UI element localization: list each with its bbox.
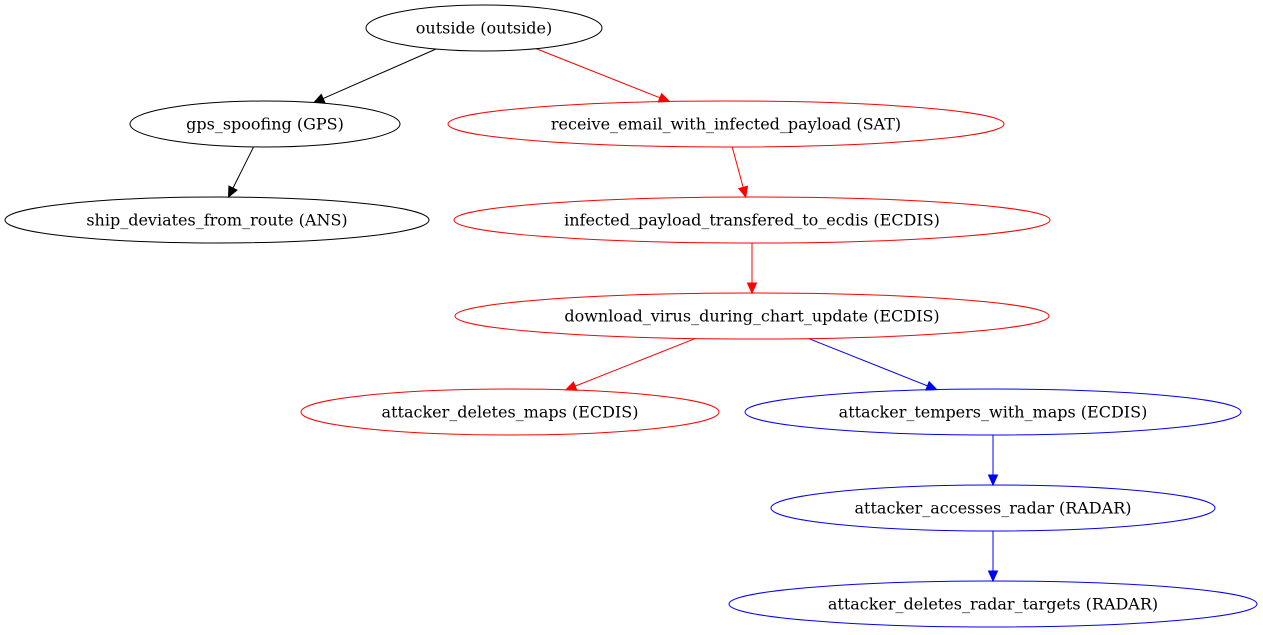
node-ellipse — [365, 4, 603, 52]
node-ellipse — [129, 100, 401, 148]
node-ellipse — [728, 580, 1258, 628]
arrowhead — [987, 570, 999, 583]
arrowhead — [737, 185, 749, 199]
arrowhead — [657, 92, 671, 103]
node-tempers_maps: attacker_tempers_with_maps (ECDIS) — [744, 388, 1242, 436]
arrowhead — [987, 474, 999, 487]
node-infected_payload: infected_payload_transfered_to_ecdis (EC… — [453, 196, 1051, 244]
node-ellipse — [770, 484, 1216, 532]
arrowhead — [564, 381, 578, 391]
edge-download_virus-to-tempers_maps — [808, 338, 938, 391]
edge-outside-to-receive_email — [535, 48, 671, 103]
node-label: attacker_accesses_radar (RADAR) — [855, 499, 1132, 518]
edge-line — [535, 48, 661, 99]
node-label: attacker_tempers_with_maps (ECDIS) — [839, 403, 1148, 422]
edge-receive_email-to-infected_payload — [731, 146, 749, 199]
edge-download_virus-to-deletes_maps — [564, 338, 696, 391]
arrowhead — [227, 185, 238, 199]
arrowhead — [925, 380, 938, 391]
node-label: ship_deviates_from_route (ANS) — [86, 211, 347, 230]
node-label: outside (outside) — [416, 19, 552, 38]
node-ellipse — [454, 292, 1050, 340]
node-label: gps_spoofing (GPS) — [186, 115, 344, 134]
node-ellipse — [447, 100, 1005, 148]
edge-tempers_maps-to-accesses_radar — [987, 435, 999, 487]
node-receive_email: receive_email_with_infected_payload (SAT… — [447, 100, 1005, 148]
node-label: attacker_deletes_maps (ECDIS) — [382, 403, 639, 422]
edge-line — [574, 338, 696, 387]
node-ellipse — [4, 196, 430, 244]
node-download_virus: download_virus_during_chart_update (ECDI… — [454, 292, 1050, 340]
edge-line — [731, 146, 744, 188]
node-label: receive_email_with_infected_payload (SAT… — [551, 115, 901, 134]
edge-gps_spoofing-to-ship_deviates — [227, 146, 254, 199]
edge-line — [232, 146, 254, 189]
node-ship_deviates: ship_deviates_from_route (ANS) — [4, 196, 430, 244]
edge-line — [808, 338, 928, 387]
node-gps_spoofing: gps_spoofing (GPS) — [129, 100, 401, 148]
node-ellipse — [744, 388, 1242, 436]
edge-accesses_radar-to-deletes_radar — [987, 531, 999, 583]
node-label: attacker_deletes_radar_targets (RADAR) — [828, 595, 1158, 614]
edge-line — [322, 48, 437, 100]
node-outside: outside (outside) — [365, 4, 603, 52]
node-deletes_radar: attacker_deletes_radar_targets (RADAR) — [728, 580, 1258, 628]
node-ellipse — [300, 388, 720, 436]
node-deletes_maps: attacker_deletes_maps (ECDIS) — [300, 388, 720, 436]
node-ellipse — [453, 196, 1051, 244]
graph-nodes: outside (outside) gps_spoofing (GPS) recei… — [4, 4, 1258, 628]
edge-infected_payload-to-download_virus — [746, 243, 758, 295]
arrowhead — [312, 93, 326, 104]
node-label: download_virus_during_chart_update (ECDI… — [564, 307, 939, 326]
node-label: infected_payload_transfered_to_ecdis (EC… — [564, 211, 940, 230]
edge-outside-to-gps_spoofing — [312, 48, 437, 104]
node-accesses_radar: attacker_accesses_radar (RADAR) — [770, 484, 1216, 532]
arrowhead — [746, 282, 758, 295]
graph-edges — [227, 48, 999, 583]
